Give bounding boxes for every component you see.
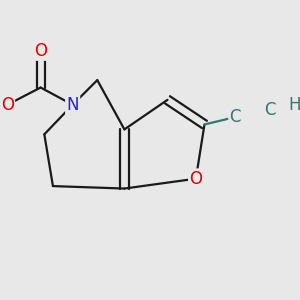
Text: O: O — [1, 96, 14, 114]
Text: O: O — [189, 170, 203, 188]
Text: C: C — [230, 108, 241, 126]
Text: O: O — [34, 42, 47, 60]
Text: N: N — [66, 96, 79, 114]
Text: C: C — [264, 101, 275, 119]
Text: H: H — [288, 96, 300, 114]
